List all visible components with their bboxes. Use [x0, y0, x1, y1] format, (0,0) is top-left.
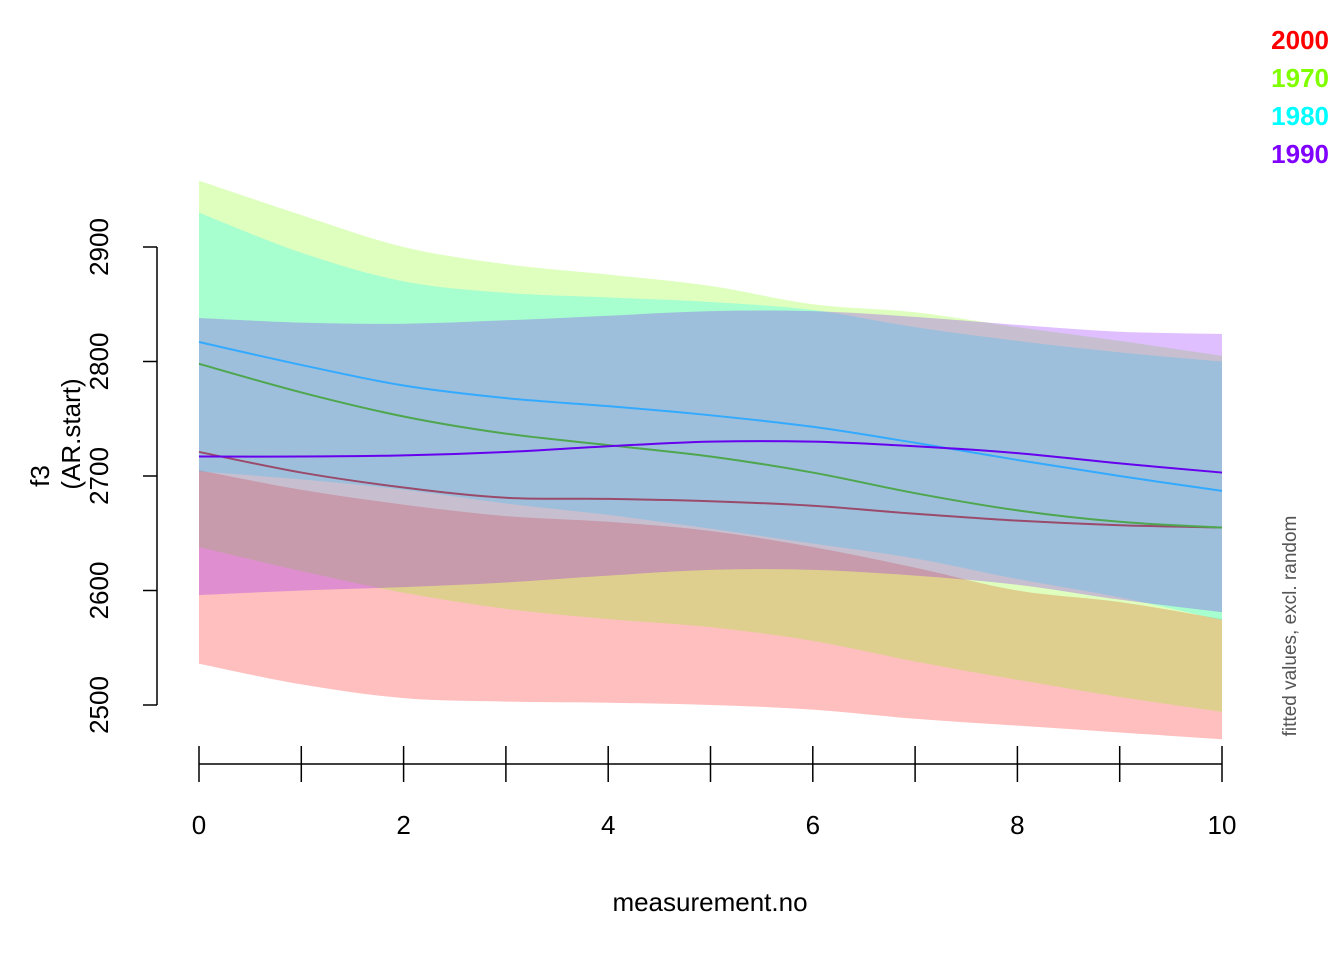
band-1970	[199, 180, 1222, 712]
band-2000	[199, 470, 1222, 740]
x-tick-label-6: 6	[806, 810, 820, 840]
y-axis-title-line1: f3	[25, 465, 55, 487]
fit-line-1990	[198, 440, 1223, 474]
legend-item-2000: 2000	[1271, 25, 1329, 55]
legend-item-1990: 1990	[1271, 139, 1329, 169]
x-tick-label-4: 4	[601, 810, 615, 840]
fit-line-1970	[198, 362, 1223, 529]
fitted-lines	[198, 341, 1223, 529]
x-tick-label-8: 8	[1010, 810, 1024, 840]
confidence-bands	[199, 180, 1222, 740]
y-axis-title-line2: (AR.start)	[56, 378, 86, 489]
legend: 2000 1970 1980 1990	[1271, 25, 1329, 169]
fit-line-2000	[198, 450, 1223, 529]
legend-item-1980: 1980	[1271, 101, 1329, 131]
x-axis-title: measurement.no	[612, 887, 807, 917]
x-tick-label-10: 10	[1208, 810, 1237, 840]
y-tick-label-2600: 2600	[84, 562, 114, 620]
x-axis: 0 2 4 6 8 10	[192, 746, 1237, 840]
band-1990	[199, 310, 1222, 613]
y-tick-label-2900: 2900	[84, 218, 114, 276]
legend-item-1970: 1970	[1271, 63, 1329, 93]
fit-line-1980	[198, 341, 1223, 492]
y-tick-label-2700: 2700	[84, 447, 114, 505]
y-axis: 2500 2600 2700 2800 2900	[84, 218, 158, 734]
side-note: fitted values, excl. random	[1280, 516, 1301, 737]
y-tick-label-2800: 2800	[84, 333, 114, 391]
x-tick-label-2: 2	[396, 810, 410, 840]
x-tick-label-0: 0	[192, 810, 206, 840]
y-tick-label-2500: 2500	[84, 676, 114, 734]
